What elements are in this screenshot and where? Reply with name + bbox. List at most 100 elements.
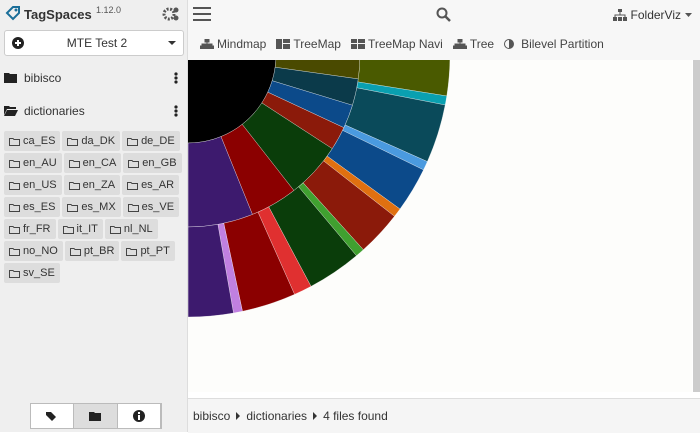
status-bar xyxy=(188,398,700,433)
tags-tab[interactable] xyxy=(31,404,75,428)
subfolder-name: en_ZA xyxy=(82,179,116,191)
info-tab[interactable] xyxy=(118,404,161,428)
folder-icon xyxy=(127,137,139,146)
subfolder-button[interactable]: en_GB xyxy=(123,153,182,173)
more-icon[interactable] xyxy=(174,72,178,84)
subfolder-button[interactable]: es_VE xyxy=(122,197,180,217)
breadcrumb-separator xyxy=(236,412,241,420)
subfolder-name: nl_NL xyxy=(123,223,153,235)
view-name: Tree xyxy=(469,37,495,51)
folder-icon xyxy=(4,73,17,83)
subfolder-button[interactable]: en_US xyxy=(4,175,62,195)
subfolder-name: en_AU xyxy=(23,157,57,169)
folder-row[interactable]: dictionaries xyxy=(0,100,187,122)
sidebar-tabs xyxy=(30,403,162,429)
subfolder-button[interactable]: en_CA xyxy=(63,153,122,173)
location-selector[interactable]: MTE Test 2 xyxy=(4,30,184,56)
folder-icon xyxy=(67,137,79,146)
settings-icon[interactable] xyxy=(162,6,180,22)
folder-icon xyxy=(89,412,102,421)
folders-tab[interactable] xyxy=(74,404,118,428)
folder-icon xyxy=(126,247,138,256)
subfolder-name: ca_ES xyxy=(23,135,56,147)
toolbar: FolderViz xyxy=(188,0,700,60)
folder-icon xyxy=(9,159,20,168)
subfolder-button[interactable]: sv_SE xyxy=(4,263,60,283)
view-icon xyxy=(350,39,365,49)
app-name: TagSpaces xyxy=(24,7,92,22)
view-tab[interactable]: Bilevel Partition xyxy=(504,37,604,51)
add-icon[interactable] xyxy=(11,36,25,50)
subfolder-list: ca_ES da_DK de_DE en_AU en_CA en_GB en_US en_ZA… xyxy=(4,131,182,283)
more-icon[interactable] xyxy=(174,105,178,117)
view-tab[interactable]: Mindmap xyxy=(200,37,266,51)
view-tab[interactable]: TreeMap Navi xyxy=(350,37,443,51)
visualization xyxy=(188,60,692,392)
subfolder-name: en_CA xyxy=(82,157,117,169)
folder-icon xyxy=(9,137,20,146)
menu-icon[interactable] xyxy=(193,7,211,21)
subfolder-button[interactable]: de_DE xyxy=(122,131,180,151)
folder-icon xyxy=(69,247,81,256)
file-count: 4 files found xyxy=(323,409,388,423)
view-name: Mindmap xyxy=(217,37,267,51)
view-icon xyxy=(452,39,467,49)
folder-row[interactable]: bibisco xyxy=(0,67,187,89)
subfolder-name: pt_PT xyxy=(140,245,170,257)
breadcrumb-item[interactable]: bibisco xyxy=(193,409,231,423)
folder-icon xyxy=(9,225,20,234)
subfolder-button[interactable]: en_ZA xyxy=(63,175,121,195)
subfolder-name: pt_BR xyxy=(83,245,115,257)
subfolder-button[interactable]: fr_FR xyxy=(4,219,56,239)
subfolder-name: no_NO xyxy=(23,245,58,257)
folder-icon xyxy=(109,225,121,234)
subfolder-name: it_IT xyxy=(76,223,98,235)
subfolder-button[interactable]: es_ES xyxy=(4,197,61,217)
subfolder-button[interactable]: ca_ES xyxy=(4,131,61,151)
partition-chart xyxy=(188,60,451,318)
subfolder-button[interactable]: pt_BR xyxy=(64,241,120,261)
logo xyxy=(5,6,20,21)
folder-icon xyxy=(67,203,79,212)
folder-icon xyxy=(9,269,20,278)
subfolder-button[interactable]: en_AU xyxy=(4,153,62,173)
folder-name: dictionaries xyxy=(24,104,85,118)
location-name: MTE Test 2 xyxy=(66,36,128,50)
view-tabs: Mindmap TreeMap TreeMap Navi Tree Bilevel Pa… xyxy=(200,37,604,51)
subfolder-name: en_US xyxy=(23,179,57,191)
scrollbar[interactable] xyxy=(693,60,700,392)
perspective-menu[interactable]: FolderViz xyxy=(612,8,692,22)
dropdown-icon xyxy=(685,13,692,17)
folder-icon xyxy=(9,203,20,212)
subfolder-name: sv_SE xyxy=(23,267,55,279)
view-tab[interactable]: Tree xyxy=(452,37,495,51)
app-version: 1.12.0 xyxy=(96,5,122,15)
view-icon xyxy=(276,39,291,49)
subfolder-name: es_VE xyxy=(141,201,175,213)
outer-segment xyxy=(188,224,234,318)
breadcrumb-item[interactable]: dictionaries xyxy=(246,409,308,423)
subfolder-button[interactable]: es_MX xyxy=(62,197,121,217)
folder-icon xyxy=(4,106,18,116)
subfolder-button[interactable]: es_AR xyxy=(122,175,180,195)
view-tab[interactable]: TreeMap xyxy=(276,37,341,51)
subfolder-button[interactable]: it_IT xyxy=(57,219,103,239)
breadcrumb-separator xyxy=(313,412,318,420)
view-icon xyxy=(200,39,214,49)
dropdown-icon[interactable] xyxy=(165,36,179,50)
subfolder-name: es_ES xyxy=(23,201,56,213)
folder-icon xyxy=(127,181,139,190)
folder-icon xyxy=(68,159,80,168)
subfolder-name: en_GB xyxy=(142,157,177,169)
tags-icon xyxy=(46,412,57,421)
folder-icon xyxy=(9,247,20,256)
info-icon xyxy=(132,410,145,422)
subfolder-name: da_DK xyxy=(81,135,116,147)
view-name: TreeMap Navi xyxy=(367,37,443,51)
subfolder-button[interactable]: da_DK xyxy=(62,131,121,151)
search-icon[interactable] xyxy=(436,7,452,23)
subfolder-button[interactable]: pt_PT xyxy=(121,241,175,261)
subfolder-button[interactable]: no_NO xyxy=(4,241,63,261)
subfolder-button[interactable]: nl_NL xyxy=(104,219,158,239)
